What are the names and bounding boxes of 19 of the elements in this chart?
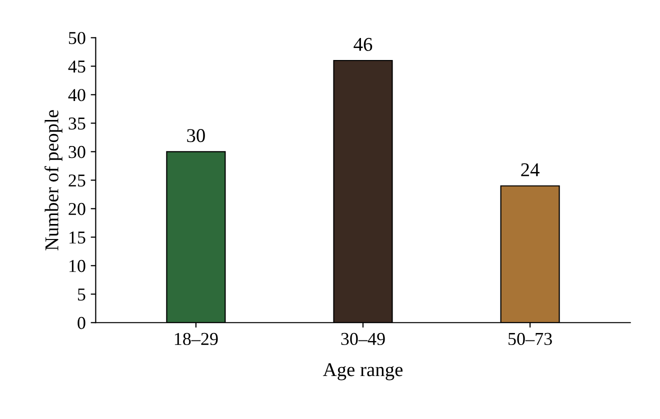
- data-label: 46: [354, 38, 372, 51]
- x-tick-label: 18–29: [174, 332, 218, 346]
- y-tick-label: 35: [68, 117, 86, 130]
- y-tick-label: 20: [68, 202, 86, 216]
- y-tick-label: 0: [78, 316, 86, 330]
- x-tick-label: 30–49: [341, 332, 385, 346]
- data-label: 30: [187, 129, 205, 142]
- x-axis-title: Age range: [322, 363, 403, 380]
- data-label: 24: [521, 163, 540, 176]
- y-tick-label: 30: [68, 146, 86, 158]
- x-tick-label: 50–73: [508, 332, 552, 346]
- y-tick-label: 50: [68, 32, 86, 44]
- y-tick-label: 15: [70, 232, 86, 244]
- y-tick-label: 25: [68, 174, 86, 187]
- y-axis-title: Number of people: [44, 110, 62, 250]
- y-tick-label: 40: [68, 88, 86, 102]
- y-tick-label: 5: [78, 288, 86, 301]
- y-tick-label: 10: [70, 260, 86, 272]
- y-tick-label: 45: [68, 60, 86, 73]
